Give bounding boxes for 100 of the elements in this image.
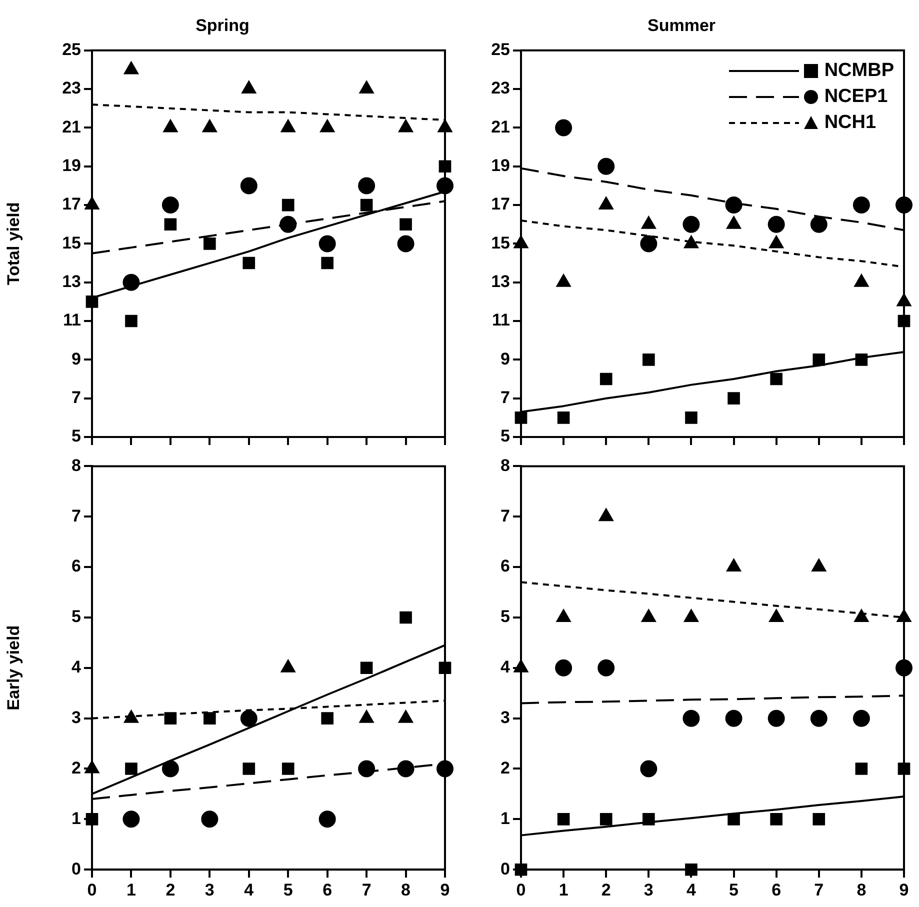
point [400,611,412,624]
y-tick-label: 2 [500,758,510,778]
chart-title: Spring [196,16,250,35]
point [600,813,612,826]
y-tick-label: 15 [491,233,510,252]
y-tick-label: 6 [500,556,510,576]
x-tick-label: 1 [558,880,568,900]
y-tick-label: 3 [72,708,81,728]
point [318,810,336,828]
point [812,354,826,366]
y-tick-label: 3 [500,708,510,728]
x-tick-label: 3 [204,880,214,900]
x-tick-label: 1 [126,880,136,900]
point [162,196,179,214]
point [640,235,658,252]
point [397,760,414,778]
point [810,216,828,233]
y-tick-label: 17 [491,194,510,214]
point [201,810,218,828]
x-tick-label: 5 [729,880,739,900]
point [812,813,826,826]
point [852,196,870,214]
point [555,119,572,136]
y-tick-label: 15 [62,233,81,252]
point [768,216,785,233]
y-tick-label: 5 [72,426,81,446]
y-tick-label: 11 [492,310,510,330]
y-tick-label: 7 [500,388,510,408]
point [122,810,140,828]
point [642,813,655,826]
point [811,558,826,572]
point [320,119,335,132]
legend-label: NCMBP [824,59,894,84]
point [282,762,294,775]
y-tick-label: 9 [500,349,510,368]
y-tick-label: 21 [491,117,510,136]
y-tick-label: 25 [491,40,510,60]
point [728,392,740,404]
point [162,760,179,778]
point [360,662,373,674]
x-tick-label: 5 [283,880,293,900]
point [122,274,140,291]
point [598,508,614,522]
point [556,608,571,622]
point [557,813,570,826]
point [240,710,258,727]
point [598,659,615,676]
y-tick-label: 8 [72,456,81,475]
point [682,216,700,233]
point [642,354,655,366]
x-tick-label: 2 [166,880,176,900]
y-tick-label: 1 [500,808,510,828]
x-tick-label: 8 [401,880,411,900]
y-tick-label: 1 [72,808,81,828]
y-tick-label: 4 [500,658,511,677]
point [770,813,782,826]
point [397,235,414,252]
point [358,760,376,778]
x-tick-label: 8 [856,880,866,900]
point [810,710,828,727]
x-tick-label: 4 [686,880,696,900]
y-tick-label: 5 [72,607,81,626]
y-tick-label: 23 [491,78,510,98]
point [725,196,742,214]
x-tick-label: 2 [601,880,611,900]
chart-title: Summer [647,16,716,35]
y-tick-label: 9 [72,349,81,368]
y-tick-label: 13 [62,272,81,292]
x-tick-label: 6 [322,880,332,900]
point [770,372,782,386]
point [242,762,256,775]
point [164,218,177,231]
point [855,354,868,366]
y-tick-label: 23 [62,78,81,98]
y-tick-label: 17 [62,194,81,214]
point [280,119,296,132]
x-tick-label: 3 [644,880,654,900]
point [125,762,138,775]
y-tick-label: 19 [491,156,510,176]
y-tick-label: 7 [500,506,510,526]
y-tick-label: 0 [72,859,81,878]
y-tick-label: 6 [72,556,81,576]
y-tick-label: 0 [500,859,510,878]
x-tick-label: 9 [440,880,450,900]
legend-label: NCH1 [824,111,876,136]
y-tick-label: 2 [72,758,81,778]
point [318,235,336,252]
y-tick-label: 5 [500,607,510,626]
y-tick-label: 4 [72,658,82,677]
point [728,813,740,826]
point [164,712,177,724]
point [241,80,256,94]
point [768,710,785,727]
x-tick-label: 0 [516,880,526,900]
point [163,119,178,132]
point [360,198,373,212]
point [358,177,376,194]
x-tick-label: 0 [87,880,97,900]
point [641,608,656,622]
point [204,238,216,250]
